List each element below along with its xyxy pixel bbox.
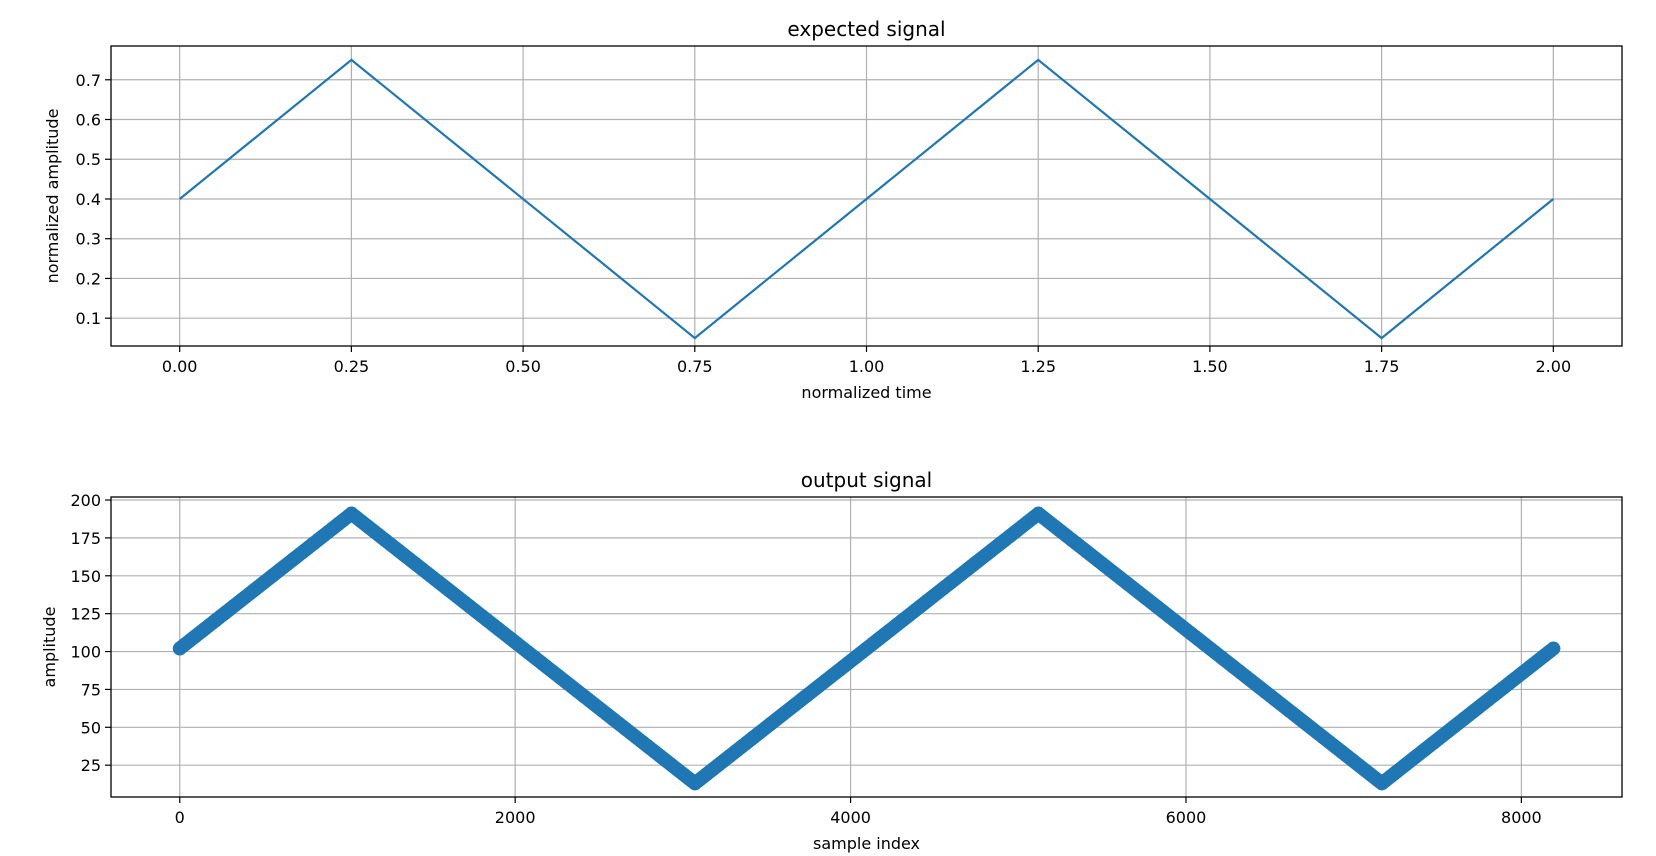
x-tick-label: 1.25: [1020, 357, 1056, 376]
axes-frame: [110, 496, 1623, 798]
expected-signal-chart: 0.00 0.25 0.50 0.75 1.00 1.25 1.50 1.75 2.00 0.1 0…: [43, 17, 1623, 402]
x-axis-label: normalized time: [801, 383, 931, 402]
x-tick-label: 0.75: [677, 357, 713, 376]
y-tick-label: 125: [70, 605, 101, 624]
x-tick-label: 0.25: [334, 357, 370, 376]
chart-title: expected signal: [787, 17, 945, 41]
y-tick-label: 150: [70, 567, 101, 586]
x-tick-label: 0.50: [505, 357, 541, 376]
y-tick-label: 0.3: [76, 230, 101, 249]
y-axis-label: normalized amplitude: [43, 109, 62, 284]
y-tick-label: 50: [81, 718, 101, 737]
x-tick-label: 1.50: [1192, 357, 1228, 376]
x-tick-label: 2000: [495, 808, 536, 827]
y-tick-label: 0.5: [76, 150, 101, 169]
chart-title: output signal: [801, 468, 932, 492]
x-axis-label: sample index: [813, 834, 920, 853]
y-axis-label: amplitude: [40, 607, 59, 688]
y-tick-label: 0.2: [76, 269, 101, 288]
y-tick-label: 200: [70, 491, 101, 510]
x-tick-label: 1.75: [1364, 357, 1400, 376]
y-tick-label: 0.1: [76, 309, 101, 328]
x-tick-label: 0: [175, 808, 185, 827]
y-tick-label: 175: [70, 529, 101, 548]
y-tick-label: 0.6: [76, 111, 101, 130]
y-tick-label: 100: [70, 643, 101, 662]
y-tick-label: 0.7: [76, 71, 101, 90]
x-tick-label: 0.00: [162, 357, 198, 376]
series-line: [178, 58, 1555, 340]
scatter-points: [172, 506, 1561, 791]
scatter-point: [1546, 641, 1561, 656]
x-tick-label: 4000: [830, 808, 871, 827]
x-tick-label: 2.00: [1536, 357, 1572, 376]
output-signal-chart: 0 2000 4000 6000 8000 25 50 75 100 125 150 175 200 ou…: [40, 468, 1623, 853]
y-tick-label: 25: [81, 756, 101, 775]
y-tick-label: 0.4: [76, 190, 101, 209]
y-tick-label: 75: [81, 680, 101, 699]
x-tick-label: 6000: [1166, 808, 1207, 827]
x-tick-label: 1.00: [849, 357, 885, 376]
x-tick-label: 8000: [1501, 808, 1542, 827]
